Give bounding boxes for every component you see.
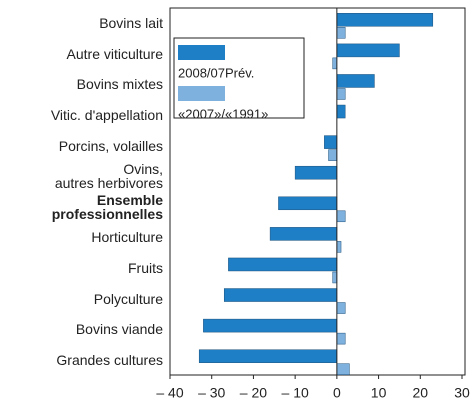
x-tick-label: – 40 bbox=[156, 385, 183, 401]
legend-label: 2008/07Prév. bbox=[178, 65, 254, 80]
bar bbox=[324, 135, 338, 149]
x-tick-label: – 10 bbox=[282, 385, 309, 401]
plot-frame bbox=[169, 7, 466, 376]
bar bbox=[336, 302, 346, 314]
bar bbox=[336, 43, 400, 58]
bar bbox=[328, 149, 338, 161]
category-label: Autre viticulture bbox=[66, 45, 163, 62]
x-tick-label: – 30 bbox=[198, 385, 225, 401]
legend-swatch bbox=[178, 86, 225, 101]
bar bbox=[269, 227, 338, 241]
bar bbox=[336, 74, 375, 88]
category-label: Polyculture bbox=[93, 290, 163, 307]
bar bbox=[336, 241, 342, 253]
bar bbox=[332, 271, 338, 284]
legend-label: «2007»/«1991» bbox=[178, 106, 268, 121]
bar bbox=[336, 104, 346, 119]
x-tick-label: 10 bbox=[371, 385, 387, 401]
legend-swatch bbox=[178, 45, 225, 60]
category-label: Horticulture bbox=[91, 229, 163, 246]
category-label: Fruits bbox=[128, 259, 163, 276]
category-label: Porcins, volailles bbox=[58, 137, 163, 154]
x-tick-label: 30 bbox=[454, 385, 470, 401]
category-label: Ensemble professionnelles bbox=[51, 191, 163, 222]
x-tick-label: – 20 bbox=[240, 385, 267, 401]
x-tick-label: 0 bbox=[333, 385, 341, 401]
category-label: Grandes cultures bbox=[56, 351, 163, 368]
bar bbox=[336, 88, 346, 100]
bar bbox=[336, 332, 346, 345]
category-label: Vitic. d'appellation bbox=[50, 107, 163, 124]
bar bbox=[294, 165, 338, 180]
bar bbox=[223, 288, 338, 302]
bar bbox=[332, 57, 338, 70]
category-label: Ovins, autres herbivores bbox=[54, 161, 163, 192]
bar bbox=[336, 363, 350, 375]
category-label: Bovins lait bbox=[99, 15, 163, 32]
bar bbox=[278, 196, 338, 211]
bar bbox=[336, 13, 434, 27]
bar bbox=[198, 349, 338, 363]
bar bbox=[336, 27, 346, 39]
bar bbox=[203, 318, 338, 333]
category-label: Bovins mixtes bbox=[76, 76, 163, 93]
category-label: Bovins viande bbox=[75, 321, 163, 338]
bar bbox=[228, 257, 338, 272]
x-tick-label: 20 bbox=[412, 385, 428, 401]
bar bbox=[336, 210, 346, 223]
